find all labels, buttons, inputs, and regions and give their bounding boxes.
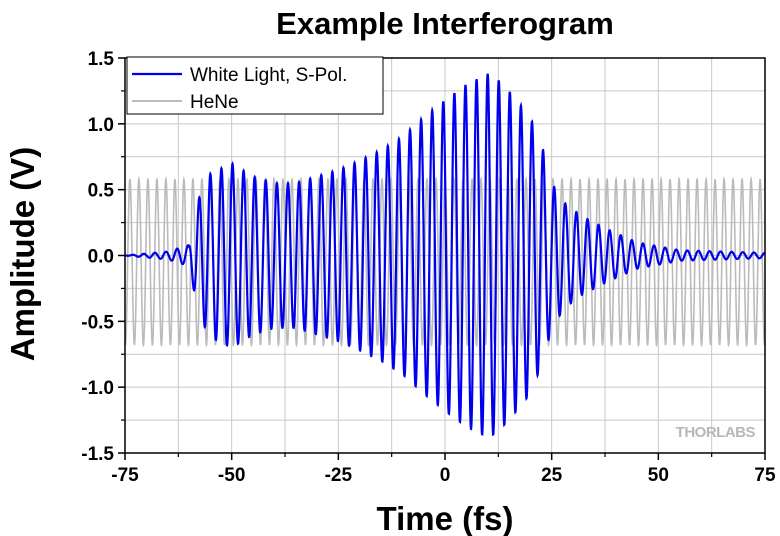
legend: White Light, S-Pol. HeNe xyxy=(126,56,384,115)
legend-label-white-light: White Light, S-Pol. xyxy=(190,65,347,86)
series-line-white-light xyxy=(124,73,766,437)
y-tick-label: 1.0 xyxy=(88,115,114,136)
x-axis-label: Time (fs) xyxy=(377,500,514,536)
y-tick-label: -1.5 xyxy=(81,444,114,465)
y-axis-label: Amplitude (V) xyxy=(4,147,41,361)
thorlabs-watermark: THORLABS xyxy=(676,424,756,441)
series-white-light-group xyxy=(124,73,766,437)
x-tick-label: 0 xyxy=(440,465,451,486)
y-tick-label: -0.5 xyxy=(81,312,114,333)
legend-box xyxy=(126,56,384,115)
x-tick-label: 75 xyxy=(754,465,776,486)
y-tick-label: 1.5 xyxy=(88,49,115,70)
x-tick-label: -25 xyxy=(325,465,353,486)
x-tick-label: -50 xyxy=(218,465,245,486)
legend-label-hene: HeNe xyxy=(190,92,239,113)
x-tick-label: 50 xyxy=(648,465,669,486)
axis-ticks xyxy=(118,57,766,460)
y-tick-label: 0.0 xyxy=(88,247,114,268)
x-tick-label: -75 xyxy=(111,465,139,486)
chart-title: Example Interferogram xyxy=(276,6,614,41)
x-tick-label: 25 xyxy=(541,465,563,486)
axis-tick-labels: -75 -50 -25 0 25 50 75 -1.5 -1.0 -0.5 0.0 0.5 1.0 1.5 xyxy=(81,49,776,486)
y-tick-label: -1.0 xyxy=(81,378,114,399)
y-tick-label: 0.5 xyxy=(88,181,115,202)
